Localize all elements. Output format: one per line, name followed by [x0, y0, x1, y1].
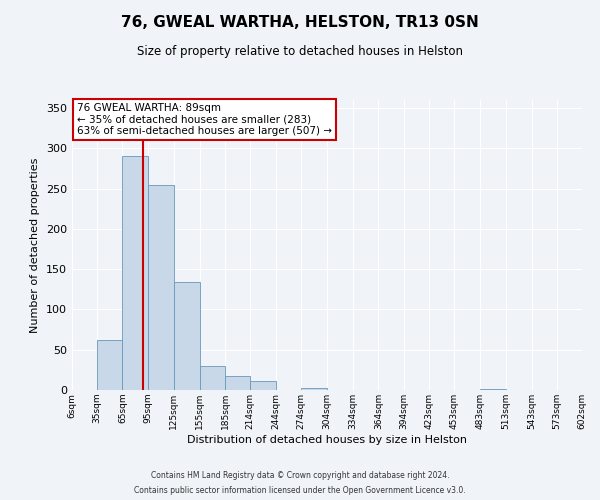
- Bar: [148, 184, 174, 390]
- Bar: [174, 282, 199, 390]
- Bar: [225, 376, 250, 390]
- Bar: [199, 366, 225, 390]
- Y-axis label: Number of detached properties: Number of detached properties: [31, 158, 40, 332]
- Text: 76, GWEAL WARTHA, HELSTON, TR13 0SN: 76, GWEAL WARTHA, HELSTON, TR13 0SN: [121, 15, 479, 30]
- Text: 76 GWEAL WARTHA: 89sqm
← 35% of detached houses are smaller (283)
63% of semi-de: 76 GWEAL WARTHA: 89sqm ← 35% of detached…: [77, 103, 332, 136]
- Bar: [122, 156, 148, 390]
- X-axis label: Distribution of detached houses by size in Helston: Distribution of detached houses by size …: [187, 434, 467, 444]
- Bar: [301, 388, 327, 390]
- Bar: [480, 389, 506, 390]
- Bar: [250, 381, 275, 390]
- Text: Contains public sector information licensed under the Open Government Licence v3: Contains public sector information licen…: [134, 486, 466, 495]
- Bar: [97, 340, 122, 390]
- Text: Size of property relative to detached houses in Helston: Size of property relative to detached ho…: [137, 45, 463, 58]
- Text: Contains HM Land Registry data © Crown copyright and database right 2024.: Contains HM Land Registry data © Crown c…: [151, 471, 449, 480]
